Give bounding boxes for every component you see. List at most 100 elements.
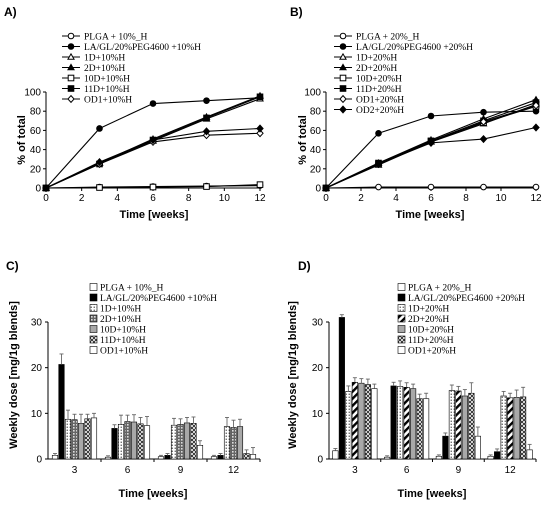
legend-swatch	[89, 335, 98, 344]
legend-item: 10D+10%H	[62, 75, 130, 85]
legend-swatch	[397, 335, 406, 344]
x-tick-label: 10	[219, 193, 231, 204]
legend-item: PLGA + 20%_H	[397, 283, 472, 293]
legend-item: 10D+10%H	[89, 325, 146, 335]
data-point	[532, 183, 540, 191]
bar	[170, 424, 178, 460]
plot-area: 0 10 20 30 3 6 9 12	[312, 314, 537, 476]
x-tick-label: 3	[72, 465, 78, 476]
bar	[384, 456, 391, 460]
data-point	[427, 112, 435, 120]
legend-label: 2D+20%H	[356, 64, 397, 74]
y-axis-label: Weekly dose [mg/1g blends]	[8, 301, 20, 449]
legend-swatch	[89, 283, 98, 291]
x-tick-label: 6	[428, 193, 434, 204]
legend-label: 2D+10%H	[84, 64, 125, 74]
y-axis-label: % of total	[297, 115, 309, 165]
y-axis-label: % of total	[16, 115, 28, 165]
bar	[58, 364, 65, 460]
legend-label: 2D+20%H	[408, 315, 449, 325]
legend-marker	[67, 74, 75, 82]
legend-swatch	[89, 325, 98, 333]
legend-marker	[339, 43, 347, 50]
x-tick-label: 12	[530, 193, 542, 204]
data-point	[532, 123, 540, 132]
legend-label: 10D+20%H	[356, 75, 402, 85]
legend-item: LA/GL/20%PEG4600 +10%H	[62, 43, 201, 53]
x-tick-label: 9	[178, 465, 184, 476]
legend: PLGA + 20%_HLA/GL/20%PEG4600 +20%H1D+20%…	[397, 283, 525, 356]
data-point	[256, 93, 264, 101]
legend-swatch	[89, 314, 98, 323]
legend-item: OD2+20%H	[334, 105, 404, 116]
bar	[500, 395, 507, 460]
bar	[183, 422, 191, 460]
bar	[190, 423, 197, 460]
legend-item: PLGA + 10%_H	[89, 283, 164, 293]
data-point	[256, 181, 264, 188]
x-tick-label: 12	[505, 465, 517, 476]
data-point	[203, 97, 210, 104]
data-point	[149, 135, 157, 145]
y-tick-label: 20	[312, 363, 324, 374]
bar	[223, 426, 231, 460]
bar	[104, 456, 112, 460]
panel-c: C) Weekly dose [mg/1g blends] Time [week…	[6, 259, 261, 500]
legend-marker	[67, 85, 75, 92]
legend-item: LA/GL/20%PEG4600 +20%H	[397, 293, 525, 304]
x-tick-label: 8	[186, 193, 192, 204]
x-tick-label: 6	[125, 465, 131, 476]
bar	[403, 387, 410, 460]
data-point	[480, 108, 487, 116]
x-tick-label: 12	[228, 465, 240, 476]
legend-item: 2D+10%H	[62, 63, 125, 74]
y-tick-label: 30	[312, 318, 324, 329]
panel-b: B) % of total Time [weeks] 0 2 4 6 8 10 12 0 20 4…	[290, 5, 542, 221]
legend-label: 1D+10%H	[100, 304, 141, 314]
legend-label: PLGA + 10%_H	[84, 33, 148, 43]
y-axis-label: Weekly dose [mg/1g blends]	[287, 301, 299, 449]
x-axis-label: Time [weeks]	[396, 209, 465, 221]
plot-area: 0 2 4 6 8 10 12 0 20 40 60 80 100	[24, 88, 266, 205]
legend: PLGA + 10%_HLA/GL/20%PEG4600 +10%H1D+10%…	[89, 283, 217, 356]
legend-item: 2D+10%H	[89, 314, 141, 325]
x-tick-label: 4	[393, 193, 399, 204]
legend-swatch	[89, 293, 98, 302]
data-point	[374, 159, 383, 169]
legend-label: 11D+20%H	[356, 85, 402, 95]
data-point	[480, 183, 487, 191]
legend-label: 10D+20%H	[408, 325, 454, 335]
legend: PLGA + 10%_HLA/GL/20%PEG4600 +10%H1D+10%…	[62, 33, 201, 106]
data-point	[532, 101, 540, 110]
legend-item: 10D+20%H	[397, 325, 454, 335]
y-tick-label: 40	[30, 145, 42, 156]
legend-item: 1D+20%H	[334, 52, 397, 64]
bar	[442, 435, 449, 460]
legend-item: 10D+20%H	[334, 75, 402, 85]
y-tick-label: 80	[310, 107, 322, 118]
series	[42, 124, 264, 193]
bar	[461, 395, 468, 460]
legend-label: 1D+10%H	[84, 54, 125, 64]
legend-label: LA/GL/20%PEG4600 +20%H	[356, 43, 473, 53]
legend-label: LA/GL/20%PEG4600 +10%H	[84, 43, 201, 53]
panel-a: A) % of total Time [weeks] 0 2 4 6 8 10 12 0 20 4…	[4, 5, 266, 221]
data-point	[322, 183, 330, 193]
data-point	[95, 157, 104, 167]
x-tick-label: 3	[352, 465, 358, 476]
x-tick-label: 0	[323, 193, 329, 204]
bar	[358, 382, 365, 460]
series	[322, 107, 540, 192]
data-point	[203, 183, 210, 190]
bar	[448, 390, 455, 460]
plot-area: 0 10 20 30 3 6 9 12	[31, 318, 261, 476]
bar	[124, 421, 131, 460]
legend-item: 11D+10%H	[62, 85, 130, 95]
legend-swatch	[397, 304, 406, 312]
y-tick-label: 100	[24, 88, 41, 99]
legend-label: 11D+10%H	[84, 85, 130, 95]
x-axis-label: Time [weeks]	[120, 209, 189, 221]
bar	[371, 388, 378, 460]
legend-label: OD1+10%H	[84, 96, 132, 106]
